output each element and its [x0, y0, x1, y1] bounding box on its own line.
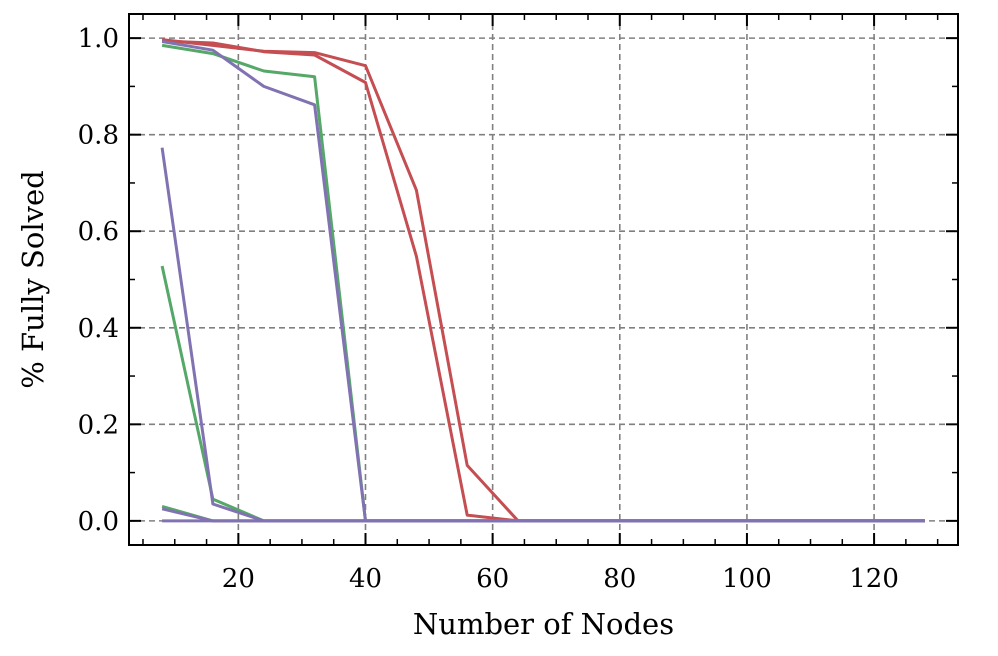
plot-frame — [128, 13, 959, 546]
x-tick-label: 80 — [603, 564, 636, 594]
x-tick-label: 100 — [722, 564, 772, 594]
x-tick-label: 40 — [349, 564, 382, 594]
series-lines — [160, 38, 925, 523]
x-tick-label: 20 — [222, 564, 255, 594]
grid-lines — [129, 14, 958, 545]
y-tick-label: 0.0 — [78, 507, 119, 537]
x-tick-label: 60 — [476, 564, 509, 594]
x-tick-label: 120 — [849, 564, 899, 594]
y-tick-label: 0.4 — [78, 314, 119, 344]
y-tick-label: 0.6 — [78, 217, 119, 247]
tick-labels: 20 40 60 80 100 120 0.0 0.2 0.4 0.6 0.8 1.0 — [78, 24, 899, 594]
y-tick-label: 0.2 — [78, 410, 119, 440]
y-tick-label: 0.8 — [78, 121, 119, 151]
y-axis-title: % Fully Solved — [16, 170, 50, 388]
x-axis-title: Number of Nodes — [413, 607, 674, 641]
y-tick-label: 1.0 — [78, 24, 119, 54]
